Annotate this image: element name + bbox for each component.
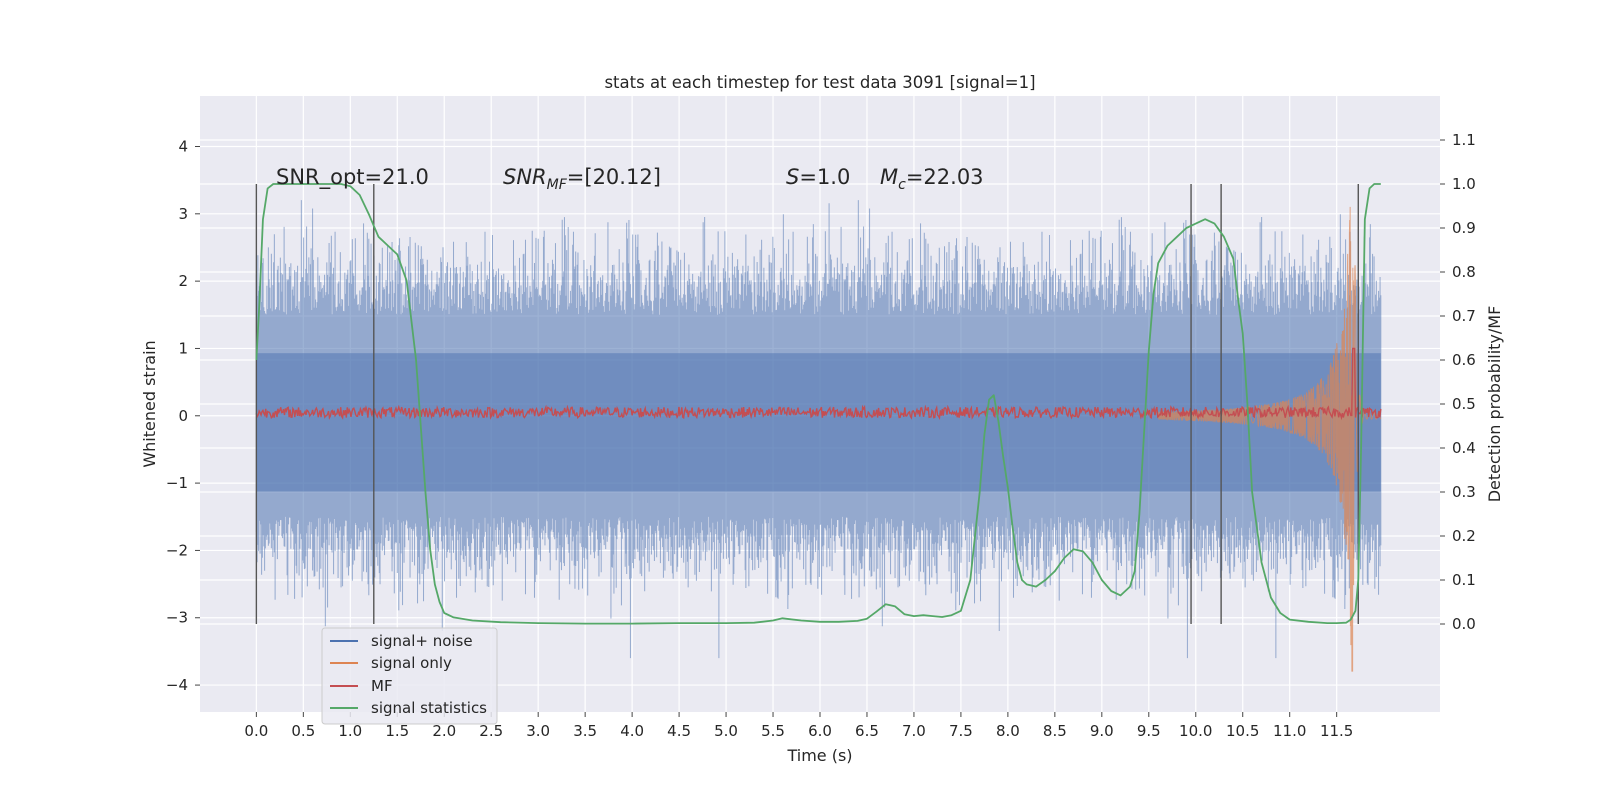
x-tick-label: 1.0 [338, 722, 362, 740]
x-tick-label: 10.0 [1179, 722, 1212, 740]
legend-frame [321, 627, 498, 725]
y-tick-label-left: −3 [166, 609, 188, 627]
y-tick-label-right: 0.3 [1452, 483, 1476, 501]
x-tick-label: 7.0 [902, 722, 926, 740]
y-tick-label-left: −2 [166, 541, 188, 559]
legend: signal+ noise signal only MF signal stat… [321, 627, 498, 725]
series-signal-only [1157, 206, 1382, 672]
x-tick-label: 5.5 [761, 722, 785, 740]
y-tick-label-left: 2 [178, 272, 188, 290]
vertical-markers [255, 184, 1359, 624]
annotation-snr-mf: SNRMF=[20.12] [503, 165, 661, 193]
x-tick-label: 11.5 [1320, 722, 1353, 740]
annotation-mc: Mc=22.03 [880, 165, 984, 193]
x-tick-label: 3.0 [526, 722, 550, 740]
y-ticks-left: −4 −3 −2 −1 0 1 2 3 4 [166, 137, 200, 694]
noise-core-band [256, 353, 1381, 492]
x-tick-label: 1.5 [385, 722, 409, 740]
x-tick-label: 0.5 [291, 722, 315, 740]
x-tick-label: 2.5 [479, 722, 503, 740]
x-tick-label: 6.5 [855, 722, 879, 740]
y-tick-label-right: 0.7 [1452, 307, 1476, 325]
legend-label-mf: MF [371, 677, 393, 695]
legend-label-signal-statistics: signal statistics [371, 699, 487, 717]
series-signal-noise [255, 200, 1382, 659]
annotation-s: S=1.0 [786, 165, 850, 189]
x-tick-label: 10.5 [1226, 722, 1259, 740]
legend-label-signal-noise: signal+ noise [371, 632, 473, 650]
y-tick-label-right: 0.2 [1452, 527, 1476, 545]
y-axis-label-right: Detection probability/MF [1485, 306, 1504, 503]
x-tick-label: 9.5 [1137, 722, 1161, 740]
y-tick-label-left: 0 [178, 407, 188, 425]
y-tick-label-right: 0.9 [1452, 219, 1476, 237]
x-tick-label: 4.5 [667, 722, 691, 740]
x-tick-label: 7.5 [949, 722, 973, 740]
x-tick-label: 8.0 [996, 722, 1020, 740]
mf-trace [255, 347, 1382, 421]
y-axis-label-left: Whitened strain [140, 340, 159, 467]
y-tick-label-right: 0.0 [1452, 615, 1476, 633]
series-mf [255, 347, 1382, 421]
y-tick-label-right: 1.1 [1452, 131, 1476, 149]
y-tick-label-right: 0.6 [1452, 351, 1476, 369]
x-tick-label: 9.0 [1090, 722, 1114, 740]
chart-title: stats at each timestep for test data 309… [604, 73, 1035, 92]
y-tick-label-left: −1 [166, 474, 188, 492]
signal-statistics-trace [255, 183, 1381, 625]
signal-only-trace [1157, 206, 1382, 672]
legend-label-signal-only: signal only [371, 654, 452, 672]
annotation-snr-opt: SNR_opt=21.0 [276, 165, 429, 190]
x-tick-label: 0.0 [244, 722, 268, 740]
y-tick-label-left: −4 [166, 676, 188, 694]
x-axis-label: Time (s) [786, 746, 852, 765]
y-tick-label-right: 1.0 [1452, 175, 1476, 193]
y-tick-label-right: 0.1 [1452, 571, 1476, 589]
x-ticks: 0.0 0.5 1.0 1.5 2.0 2.5 3.0 3.5 4.0 4.5 5.0 5.5 6.0 6… [244, 712, 1353, 740]
x-tick-label: 4.0 [620, 722, 644, 740]
y-tick-label-right: 0.4 [1452, 439, 1476, 457]
x-tick-label: 6.0 [808, 722, 832, 740]
x-tick-label: 3.5 [573, 722, 597, 740]
series-signal-statistics [255, 183, 1381, 625]
x-tick-label: 5.0 [714, 722, 738, 740]
y-ticks-right: 0.0 0.1 0.2 0.3 0.4 0.5 0.6 0.7 0.8 0.9 1.0 1.1 [1440, 131, 1476, 633]
y-tick-label-left: 1 [178, 339, 188, 357]
y-tick-label-right: 0.8 [1452, 263, 1476, 281]
y-tick-label-left: 3 [178, 205, 188, 223]
y-tick-label-right: 0.5 [1452, 395, 1476, 413]
x-tick-label: 11.0 [1273, 722, 1306, 740]
x-tick-label: 2.0 [432, 722, 456, 740]
x-tick-label: 8.5 [1043, 722, 1067, 740]
y-tick-label-left: 4 [178, 137, 188, 155]
